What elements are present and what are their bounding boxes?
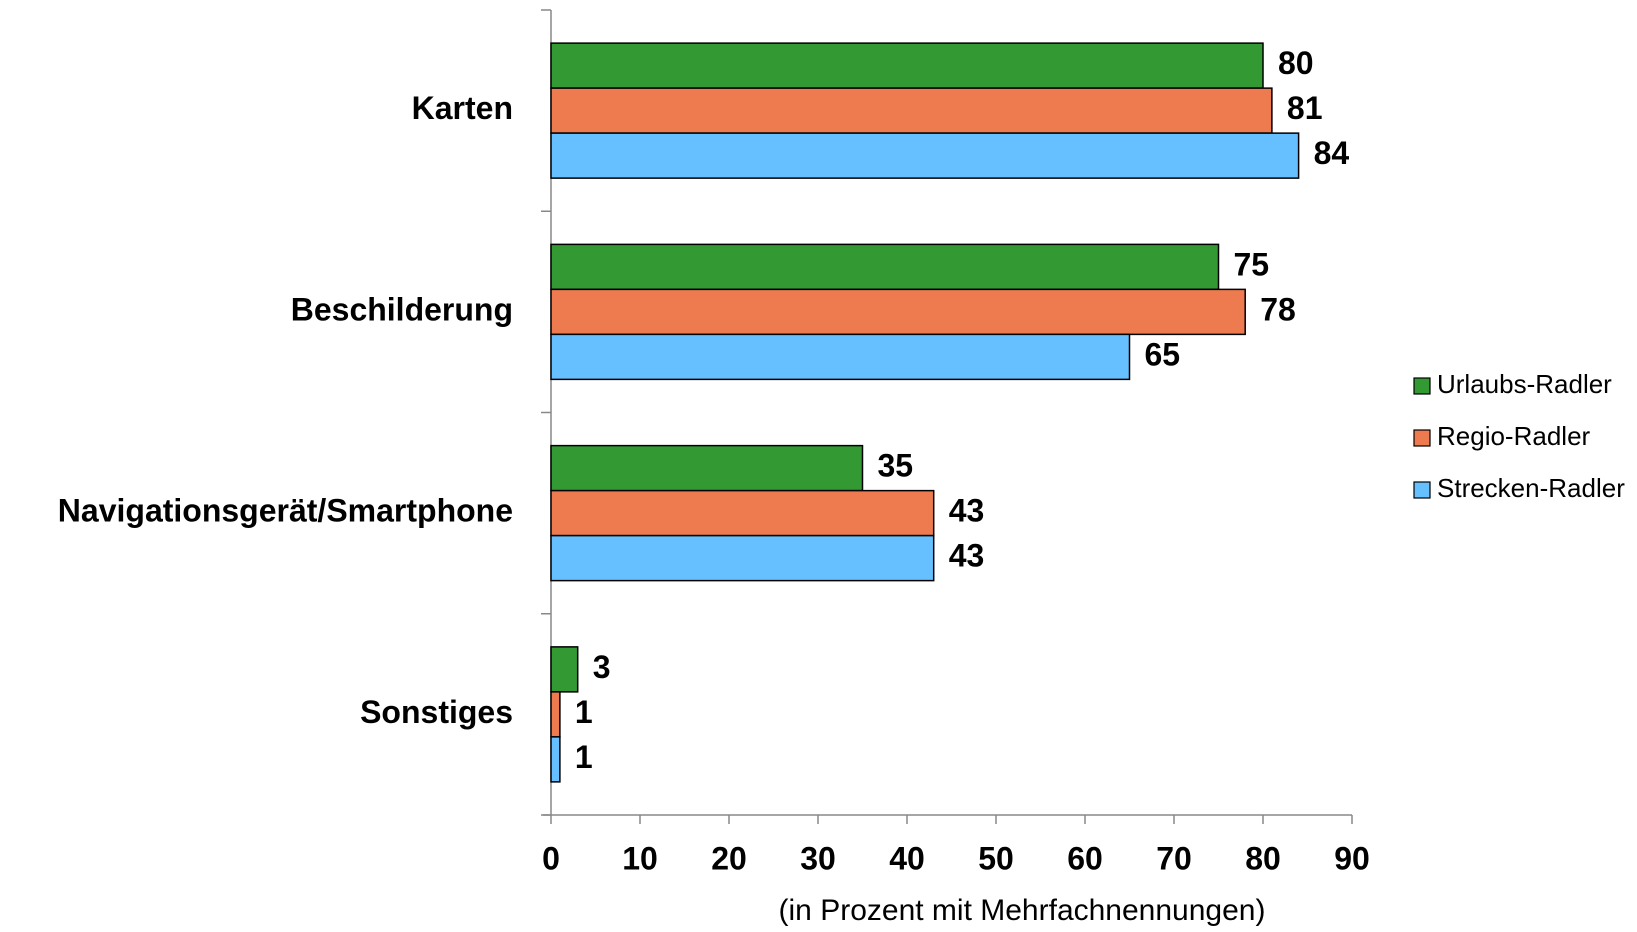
data-label: 43: [949, 538, 985, 574]
x-tick-label: 40: [889, 840, 925, 876]
bar: [550, 489, 935, 537]
data-label: 1: [575, 739, 593, 775]
data-label: 84: [1314, 135, 1350, 171]
data-label: 80: [1278, 45, 1314, 81]
x-tick-label: 80: [1245, 840, 1281, 876]
x-tick-label: 70: [1156, 840, 1192, 876]
data-label: 1: [575, 694, 593, 730]
data-label: 78: [1260, 291, 1296, 327]
data-label: 65: [1145, 336, 1181, 372]
legend-swatch: [1413, 481, 1431, 499]
bar: [550, 87, 1273, 134]
legend-label: Urlaubs-Radler: [1437, 369, 1612, 399]
data-label: 81: [1287, 90, 1323, 126]
x-tick-label: 10: [622, 840, 658, 876]
bar: [550, 288, 1246, 336]
bar: [550, 444, 864, 492]
y-tick-label: Beschilderung: [291, 291, 513, 327]
bar: [550, 691, 561, 738]
data-label: 75: [1234, 246, 1270, 282]
bar: [550, 333, 1131, 381]
y-tick-label: Sonstiges: [360, 694, 513, 730]
bar: [550, 736, 561, 783]
legend-swatch: [1413, 429, 1431, 447]
y-tick-label: Navigationsgerät/Smartphone: [58, 493, 513, 529]
legend-swatch: [1413, 377, 1431, 395]
y-tick-label: Karten: [412, 90, 513, 126]
data-label: 35: [878, 448, 914, 484]
x-tick-label: 30: [800, 840, 836, 876]
legend-label: Strecken-Radler: [1437, 473, 1625, 503]
x-tick-label: 60: [1067, 840, 1103, 876]
legend-label: Regio-Radler: [1437, 421, 1591, 451]
bar: [550, 132, 1300, 179]
x-tick-label: 50: [978, 840, 1014, 876]
data-label: 3: [593, 649, 611, 685]
x-tick-label: 0: [542, 840, 560, 876]
bar: [550, 243, 1220, 291]
x-axis-label: (in Prozent mit Mehrfachnennungen): [779, 894, 1266, 927]
data-label: 43: [949, 493, 985, 529]
bar: [550, 534, 935, 582]
x-tick-label: 90: [1334, 840, 1370, 876]
bar: [550, 646, 579, 693]
x-tick-label: 20: [711, 840, 747, 876]
bar: [550, 42, 1264, 89]
